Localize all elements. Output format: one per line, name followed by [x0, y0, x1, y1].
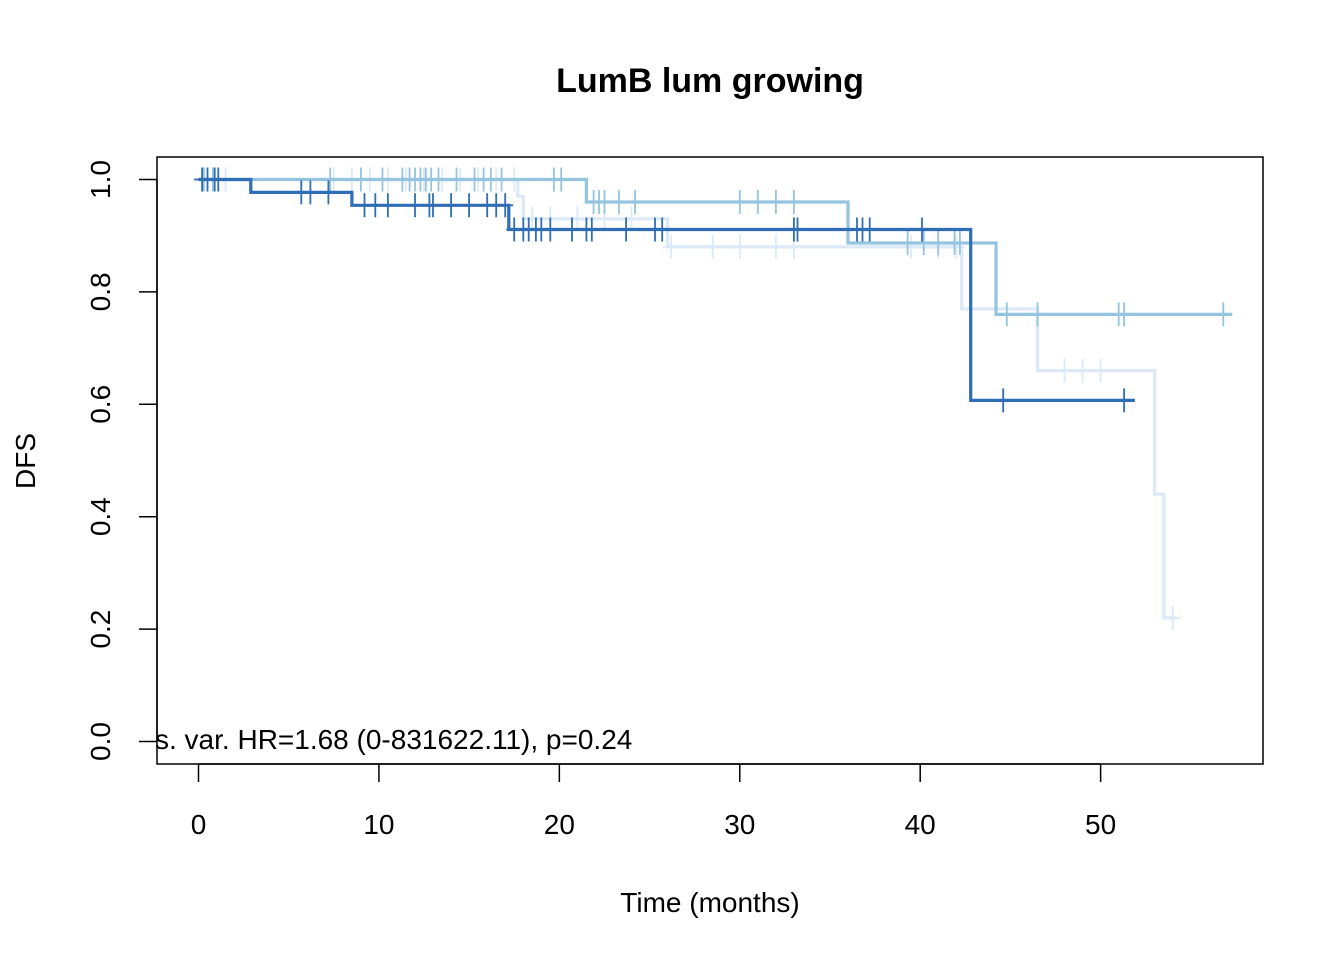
- x-tick-label: 10: [363, 809, 394, 840]
- x-tick-label: 40: [905, 809, 936, 840]
- x-tick-label: 20: [544, 809, 575, 840]
- censor-mark: [493, 167, 510, 192]
- censor-mark: [1029, 302, 1046, 327]
- x-tick-label: 30: [724, 809, 755, 840]
- series-layer: [194, 167, 1233, 630]
- censor-mark: [320, 180, 337, 205]
- survival-curve: [198, 177, 1177, 620]
- censor-mark: [618, 217, 635, 242]
- censor-mark: [1116, 302, 1133, 327]
- censor-mark: [1215, 302, 1232, 327]
- censor-mark: [1074, 358, 1091, 383]
- survival-curve: [198, 177, 1233, 316]
- censor-mark: [596, 190, 613, 214]
- censor-mark: [704, 234, 721, 259]
- censor-mark: [524, 206, 541, 231]
- censor-mark: [1164, 605, 1181, 630]
- y-tick-label: 0.6: [85, 385, 116, 424]
- series-3: [194, 167, 1135, 413]
- censor-mark: [899, 231, 916, 255]
- censor-mark: [785, 190, 802, 214]
- censor-mark: [210, 167, 227, 192]
- y-axis: 0.0 0.2 0.4 0.6 0.8 1.0: [85, 160, 158, 761]
- censor-mark: [497, 193, 514, 218]
- censor-mark: [379, 193, 396, 218]
- censor-mark: [564, 217, 580, 242]
- x-axis-title: Time (months): [620, 887, 799, 918]
- censor-mark: [731, 234, 748, 259]
- censor-mark: [322, 167, 339, 192]
- censor-mark: [914, 217, 930, 242]
- hr-annotation: s. var. HR=1.68 (0-831622.11), p=0.24: [155, 724, 632, 755]
- censor-mark: [998, 302, 1015, 327]
- censor-mark: [903, 234, 920, 259]
- series-1: [198, 167, 1181, 630]
- censor-mark: [951, 231, 968, 255]
- censor-mark: [425, 193, 441, 218]
- censor-mark: [553, 167, 570, 192]
- censor-mark: [731, 190, 748, 214]
- chart-title: LumB lum growing: [556, 62, 864, 100]
- y-tick-label: 0.4: [85, 497, 116, 536]
- censor-mark: [374, 167, 391, 192]
- censor-mark: [1056, 358, 1073, 383]
- censor-mark: [915, 231, 932, 255]
- censor-mark: [861, 217, 878, 242]
- censor-mark: [430, 167, 447, 192]
- censor-mark: [627, 190, 644, 214]
- x-tick-label: 50: [1085, 809, 1116, 840]
- censor-mark: [461, 193, 478, 218]
- censor-mark: [948, 234, 965, 259]
- y-tick-label: 0.8: [85, 272, 116, 311]
- censor-mark: [448, 167, 465, 192]
- censor-mark: [542, 217, 559, 242]
- censor-mark: [749, 190, 766, 214]
- censor-mark: [995, 388, 1012, 413]
- x-axis: 0 10 20 30 40 50: [191, 763, 1116, 840]
- x-tick-label: 0: [191, 809, 207, 840]
- y-tick-label: 0.2: [85, 610, 116, 649]
- censor-mark: [930, 231, 947, 255]
- censor-mark: [767, 234, 784, 259]
- censor-mark: [1116, 388, 1133, 413]
- y-tick-label: 0.0: [85, 722, 116, 761]
- y-tick-label: 1.0: [85, 160, 116, 199]
- censor-mark: [302, 180, 319, 205]
- censor-mark: [789, 217, 806, 242]
- series-2: [195, 167, 1233, 327]
- censor-mark: [407, 193, 423, 218]
- censor-mark: [583, 217, 600, 242]
- censor-mark: [1092, 358, 1109, 383]
- censor-mark: [443, 193, 460, 218]
- censor-mark: [654, 217, 671, 242]
- y-axis-title: DFS: [10, 433, 41, 489]
- censor-mark: [767, 190, 784, 214]
- censor-mark: [610, 190, 627, 214]
- censor-mark: [352, 167, 369, 192]
- censor-mark: [663, 234, 680, 259]
